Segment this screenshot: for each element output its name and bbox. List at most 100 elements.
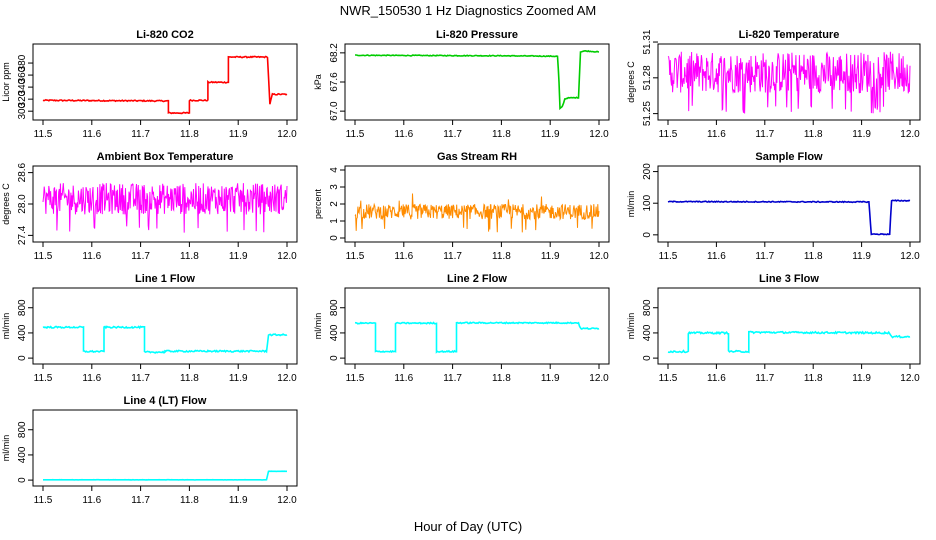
- x-tick-label: 12.0: [900, 251, 920, 262]
- chart-panel: Line 3 Flow ml/min 11.5 11.6 11.7 11.8 11.9 12.…: [626, 273, 921, 384]
- figure-xlabel: Hour of Day (UTC): [414, 519, 522, 534]
- x-tick-label: 11.8: [492, 373, 511, 384]
- chart-panel: Ambient Box Temperature degrees C 11.5 11.6…: [1, 151, 298, 262]
- y-axis-label: ml/min: [313, 313, 323, 340]
- x-tick-label: 11.9: [852, 251, 871, 262]
- y-tick-label: 200: [642, 163, 653, 180]
- panel-title: Li-820 Temperature: [739, 29, 840, 41]
- x-tick-label: 11.6: [82, 129, 101, 140]
- x-tick-label: 11.9: [541, 251, 560, 262]
- y-tick-label: 51.25: [642, 101, 653, 126]
- x-tick-label: 12.0: [589, 373, 609, 384]
- x-tick-label: 12.0: [277, 251, 297, 262]
- x-tick-label: 11.7: [755, 129, 774, 140]
- y-axis-label: ml/min: [1, 435, 11, 462]
- x-tick-label: 11.8: [492, 251, 511, 262]
- x-tick-label: 11.5: [34, 251, 53, 262]
- y-axis-label: Licor ppm: [1, 62, 11, 102]
- x-tick-label: 11.9: [852, 373, 871, 384]
- x-tick-label: 11.9: [541, 129, 560, 140]
- x-tick-label: 11.5: [346, 129, 365, 140]
- y-tick-label: 100: [642, 194, 653, 211]
- series-line: [42, 55, 288, 115]
- y-tick-label: 0: [17, 355, 28, 361]
- plot-frame: [344, 287, 610, 365]
- x-tick-label: 11.6: [707, 251, 726, 262]
- y-tick-label: 68.2: [329, 43, 340, 63]
- figure-title: NWR_150530 1 Hz Diagnostics Zoomed AM: [340, 3, 597, 18]
- x-tick-label: 11.5: [34, 373, 53, 384]
- x-tick-label: 11.6: [82, 373, 101, 384]
- chart-panel: Li-820 Pressure kPa 11.5 11.6 11.7 11.8 11.9 12…: [313, 29, 610, 140]
- x-tick-label: 11.8: [180, 129, 199, 140]
- plot-frame: [32, 287, 298, 365]
- chart-panel: Line 4 (LT) Flow ml/min 11.5 11.6 11.7 11.8 11…: [1, 395, 298, 506]
- x-tick-label: 12.0: [589, 251, 609, 262]
- x-tick-label: 12.0: [277, 373, 297, 384]
- chart-panel: Gas Stream RH percent 11.5 11.6 11.7 11.8 11.9…: [313, 151, 610, 262]
- chart-panel: Li-820 CO2 Licor ppm 11.5 11.6 11.7 11.8 11.9 1…: [1, 29, 298, 140]
- x-tick-label: 11.8: [180, 251, 199, 262]
- series-line: [43, 470, 287, 481]
- plot-frame: [657, 165, 921, 243]
- plot-frame: [657, 287, 921, 365]
- y-tick-label: 2: [329, 201, 340, 207]
- chart-panels: Li-820 CO2 Licor ppm 11.5 11.6 11.7 11.8 11.9 1…: [1, 29, 921, 506]
- x-tick-label: 11.5: [659, 129, 678, 140]
- y-tick-label: 0: [329, 355, 340, 361]
- y-tick-label: 67.0: [329, 101, 340, 121]
- x-tick-label: 11.7: [131, 495, 150, 506]
- x-tick-label: 11.6: [394, 129, 413, 140]
- x-tick-label: 11.8: [804, 129, 823, 140]
- x-tick-label: 11.5: [346, 251, 365, 262]
- plot-frame: [32, 409, 298, 487]
- x-tick-label: 11.7: [131, 251, 150, 262]
- y-axis-label: degrees C: [626, 61, 636, 103]
- x-tick-label: 11.5: [34, 129, 53, 140]
- x-tick-label: 12.0: [900, 373, 920, 384]
- x-tick-label: 11.5: [34, 495, 53, 506]
- chart-panel: Line 2 Flow ml/min 11.5 11.6 11.7 11.8 11.9 12.…: [313, 273, 610, 384]
- y-tick-label: 67.6: [329, 72, 340, 92]
- panel-title: Li-820 Pressure: [436, 29, 518, 41]
- y-tick-label: 3: [329, 184, 340, 190]
- x-tick-label: 11.5: [346, 373, 365, 384]
- x-tick-label: 11.8: [492, 129, 511, 140]
- y-tick-label: 340: [17, 78, 28, 95]
- y-axis-label: kPa: [313, 74, 323, 90]
- x-tick-label: 11.6: [394, 373, 413, 384]
- y-tick-label: 800: [642, 299, 653, 316]
- y-tick-label: 400: [17, 324, 28, 341]
- series-line: [667, 199, 911, 236]
- series-line: [355, 49, 600, 111]
- y-tick-label: 400: [329, 324, 340, 341]
- series-line: [667, 330, 911, 354]
- x-tick-label: 11.8: [180, 373, 199, 384]
- x-tick-label: 11.9: [229, 129, 248, 140]
- x-tick-label: 11.9: [229, 495, 248, 506]
- y-tick-label: 360: [17, 66, 28, 83]
- y-tick-label: 0: [642, 355, 653, 361]
- x-tick-label: 11.7: [755, 373, 774, 384]
- plot-frame: [32, 43, 298, 121]
- panel-title: Line 2 Flow: [447, 273, 507, 285]
- x-tick-label: 12.0: [589, 129, 609, 140]
- y-tick-label: 28.0: [17, 194, 28, 214]
- y-axis-label: ml/min: [1, 313, 11, 340]
- series-line: [354, 321, 600, 354]
- x-tick-label: 11.9: [229, 373, 248, 384]
- panel-title: Gas Stream RH: [437, 151, 517, 163]
- y-axis-label: ml/min: [626, 191, 636, 218]
- y-tick-label: 0: [642, 232, 653, 238]
- x-tick-label: 11.7: [443, 251, 462, 262]
- chart-panel: Sample Flow ml/min 11.5 11.6 11.7 11.8 11.9 12.…: [626, 151, 921, 262]
- x-tick-label: 11.6: [394, 251, 413, 262]
- y-tick-label: 300: [17, 102, 28, 119]
- y-tick-label: 380: [17, 54, 28, 71]
- x-tick-label: 11.9: [541, 373, 560, 384]
- y-axis-label: degrees C: [1, 183, 11, 225]
- y-tick-label: 51.28: [642, 65, 653, 90]
- series-line: [42, 325, 288, 354]
- panel-title: Sample Flow: [755, 151, 823, 163]
- panel-title: Line 1 Flow: [135, 273, 195, 285]
